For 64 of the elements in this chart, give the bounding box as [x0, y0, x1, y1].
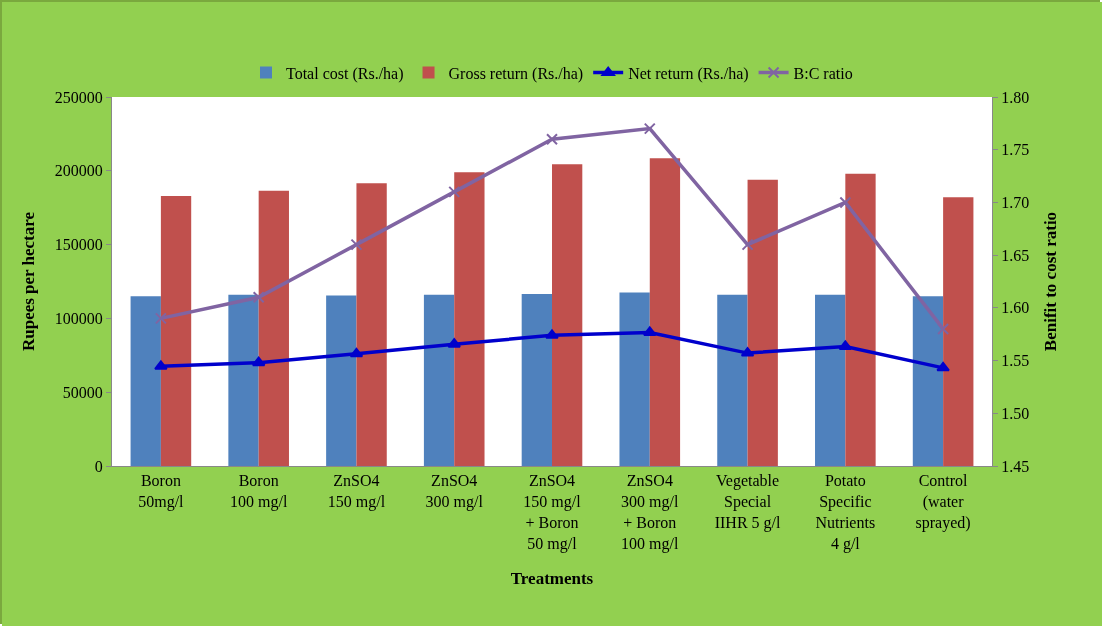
y-tick-label: 200000 [54, 162, 103, 180]
y2-tick-label: 1.50 [1001, 404, 1030, 422]
x-tick-label: ZnSO4 300 mg/l + Boron 100 mg/l [621, 472, 679, 553]
bar [845, 173, 876, 466]
x-tick-label: Potato Specific Nutrients 4 g/l [815, 472, 876, 553]
bar [326, 295, 357, 466]
bar [356, 183, 387, 466]
y-tick-label: 100000 [54, 310, 103, 327]
x-tick-label: Control (water sprayed) [915, 472, 971, 532]
legend-label: Total cost (Rs./ha) [286, 64, 404, 83]
bar [552, 164, 583, 466]
x-tick-label: Boron 100 mg/l [230, 472, 288, 511]
point [643, 326, 657, 336]
bar [619, 292, 650, 466]
y-tick-label: 0 [94, 457, 103, 475]
bar [454, 172, 485, 466]
bar [258, 190, 289, 466]
point [741, 238, 754, 251]
y2-axis-title: Benifit to cost ratio [1040, 211, 1060, 352]
x-tick-label: ZnSO4 300 mg/l [425, 472, 484, 511]
bar [521, 294, 552, 466]
point [154, 312, 167, 325]
x-tick-label: Boron 50mg/l [138, 472, 185, 511]
legend-label: B:C ratio [793, 64, 853, 82]
point [154, 360, 168, 370]
y-tick-label: 150000 [54, 236, 103, 254]
y2-tick-label: 1.75 [1001, 141, 1030, 159]
y2-tick-label: 1.60 [1001, 299, 1030, 317]
x-axis-title: Treatments [510, 569, 594, 588]
bar [912, 296, 944, 466]
bar [943, 197, 974, 466]
bar [815, 294, 846, 466]
point [448, 185, 461, 198]
y-tick-label: 250000 [54, 88, 103, 106]
y2-tick-label: 1.80 [1001, 88, 1030, 106]
bar [717, 294, 748, 466]
point [252, 291, 265, 304]
legend-label: Net return (Rs./ha) [628, 64, 749, 83]
bar [423, 294, 455, 466]
x-tick-label: Vegetable Special IIHR 5 g/l [714, 472, 781, 532]
bar [228, 294, 259, 466]
point [251, 356, 266, 367]
point [937, 322, 950, 335]
point [349, 347, 364, 358]
x-tick-label: ZnSO4 150 mg/l + Boron 50 mg/l [523, 472, 582, 553]
y-tick-label: 50000 [62, 383, 103, 401]
y2-tick-label: 1.65 [1001, 246, 1030, 264]
legend-label: Gross return (Rs./ha) [448, 64, 584, 83]
point [643, 122, 656, 135]
bar [649, 158, 681, 466]
point [545, 329, 559, 339]
point [447, 338, 461, 348]
point [546, 133, 558, 146]
point [936, 361, 950, 372]
bar [160, 195, 192, 466]
bar [747, 179, 778, 466]
y2-tick-label: 1.70 [1001, 194, 1030, 212]
y-axis-title: Rupees per hectare [19, 211, 39, 352]
y2-tick-label: 1.45 [1001, 457, 1030, 475]
bar [130, 296, 161, 466]
y2-tick-label: 1.55 [1001, 352, 1030, 370]
point [839, 196, 852, 209]
x-tick-label: ZnSO4 150 mg/l [327, 472, 386, 511]
point [350, 238, 363, 251]
